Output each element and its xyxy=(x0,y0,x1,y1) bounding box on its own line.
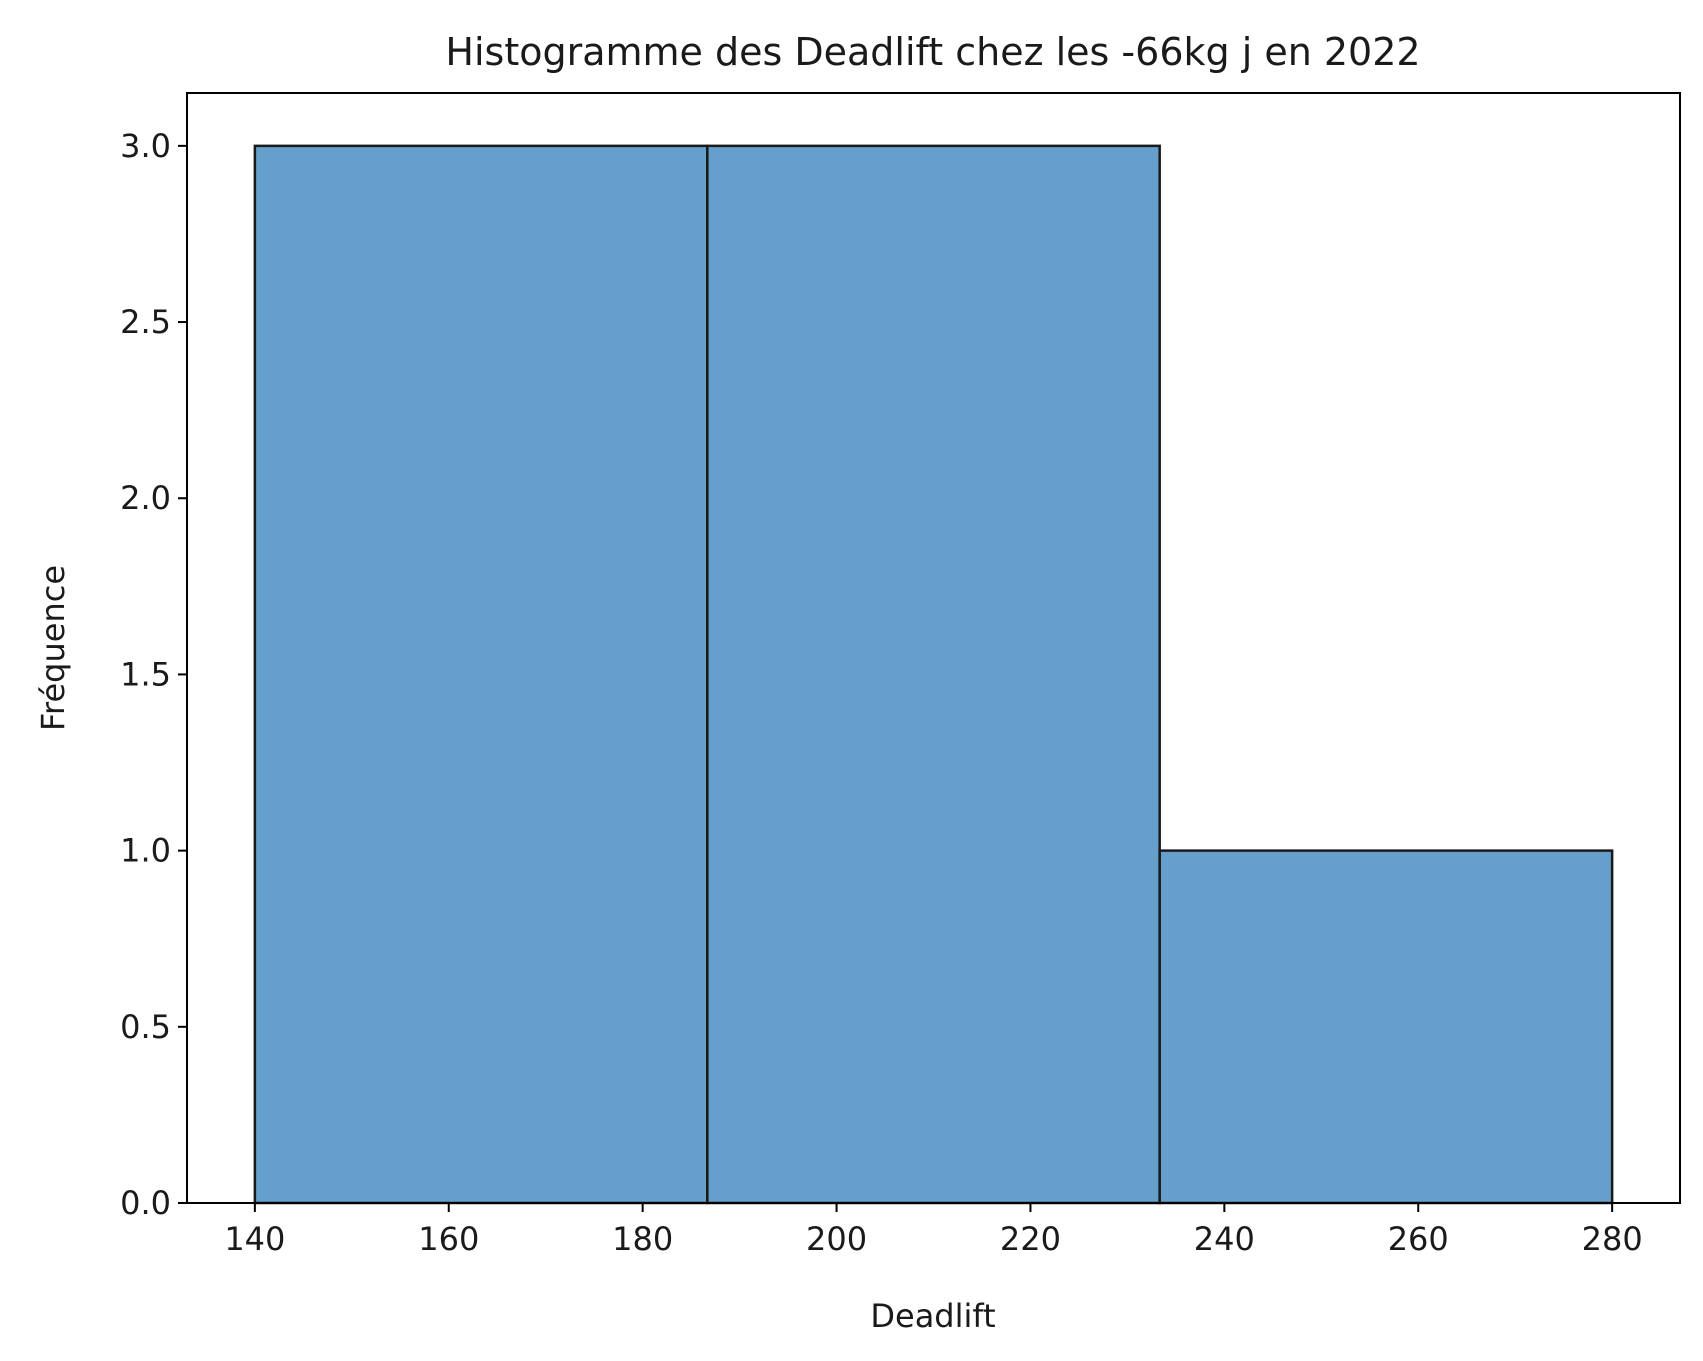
x-axis-label: Deadlift xyxy=(870,1297,995,1335)
y-tick-label: 0.0 xyxy=(120,1184,171,1222)
x-tick-label: 260 xyxy=(1388,1220,1449,1258)
histogram-bar-3 xyxy=(1158,849,1614,1205)
y-axis-ticks: 0.0 0.5 1.0 1.5 2.0 2.5 3.0 xyxy=(120,127,187,1222)
x-tick-label: 180 xyxy=(612,1220,673,1258)
x-tick-label: 140 xyxy=(224,1220,285,1258)
bars-group xyxy=(253,144,1614,1205)
y-tick-label: 0.5 xyxy=(120,1008,171,1046)
y-tick-label: 3.0 xyxy=(120,127,171,165)
x-axis-ticks: 140 160 180 200 220 240 260 280 xyxy=(224,1203,1643,1258)
plot-frame xyxy=(186,92,1681,1204)
x-tick-label: 240 xyxy=(1194,1220,1255,1258)
x-tick-label: 220 xyxy=(1000,1220,1061,1258)
histogram-bar-1 xyxy=(253,144,709,1205)
y-tick-label: 2.5 xyxy=(120,303,171,341)
y-axis-label: Fréquence xyxy=(34,565,72,731)
x-tick-label: 280 xyxy=(1582,1220,1643,1258)
y-tick-label: 1.5 xyxy=(120,655,171,693)
y-tick-label: 2.0 xyxy=(120,479,171,517)
histogram-bar-2 xyxy=(706,144,1161,1205)
y-tick-label: 1.0 xyxy=(120,832,171,870)
chart-title: Histogramme des Deadlift chez les -66kg … xyxy=(445,30,1420,74)
x-tick-label: 200 xyxy=(806,1220,867,1258)
x-tick-label: 160 xyxy=(418,1220,479,1258)
